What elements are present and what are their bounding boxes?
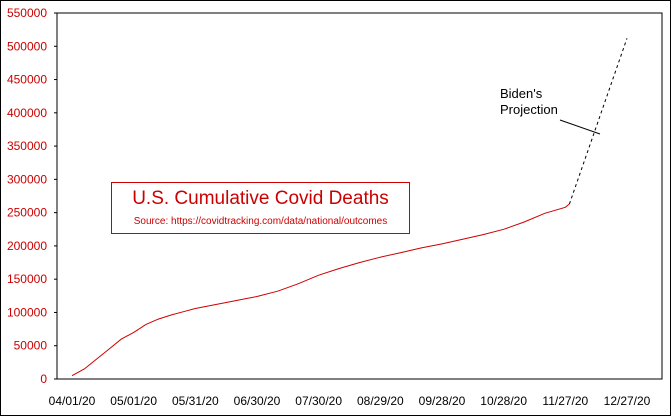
x-axis: 04/01/20 05/01/20 05/31/20 06/30/20 07/30/20… <box>49 394 651 408</box>
x-tick-label: 09/28/20 <box>419 394 466 408</box>
chart-source: Source: https://covidtracking.com/data/n… <box>133 216 388 227</box>
x-tick-label: 05/01/20 <box>110 394 157 408</box>
annotation-leader-line <box>559 119 601 135</box>
x-tick-label: 07/30/20 <box>295 394 342 408</box>
x-tick-label: 12/27/20 <box>604 394 651 408</box>
x-tick-label: 08/29/20 <box>357 394 404 408</box>
y-tick-label: 250000 <box>7 206 47 220</box>
x-tick-label: 11/27/20 <box>542 394 588 408</box>
y-tick-label: 200000 <box>7 239 47 253</box>
series-line-deaths <box>71 203 570 377</box>
y-tick-label: 50000 <box>14 339 48 353</box>
x-tick-label: 04/01/20 <box>49 394 96 408</box>
y-axis: 0 50000 100000 150000 200000 250000 300000 3500… <box>7 6 57 386</box>
series-layer <box>71 38 628 377</box>
annotation-layer: Biden's Projection <box>500 86 601 135</box>
annotation-line-1: Biden's <box>500 86 543 101</box>
series-line-projection <box>568 38 628 205</box>
chart-title-box: U.S. Cumulative Covid Deaths Source: htt… <box>111 182 410 234</box>
annotation-line-2: Projection <box>500 102 558 117</box>
x-tick-label: 06/30/20 <box>234 394 281 408</box>
y-tick-label: 350000 <box>7 139 47 153</box>
x-tick-label: 10/28/20 <box>480 394 527 408</box>
y-tick-label: 100000 <box>7 305 47 319</box>
y-tick-label: 450000 <box>7 73 47 87</box>
y-tick-label: 150000 <box>7 272 47 286</box>
y-tick-label: 400000 <box>7 106 47 120</box>
x-tick-label: 05/31/20 <box>172 394 219 408</box>
y-tick-label: 500000 <box>7 39 47 53</box>
chart-title: U.S. Cumulative Covid Deaths <box>132 188 389 209</box>
y-tick-label: 300000 <box>7 172 47 186</box>
y-tick-label: 0 <box>40 372 47 386</box>
y-tick-label: 550000 <box>7 6 47 20</box>
